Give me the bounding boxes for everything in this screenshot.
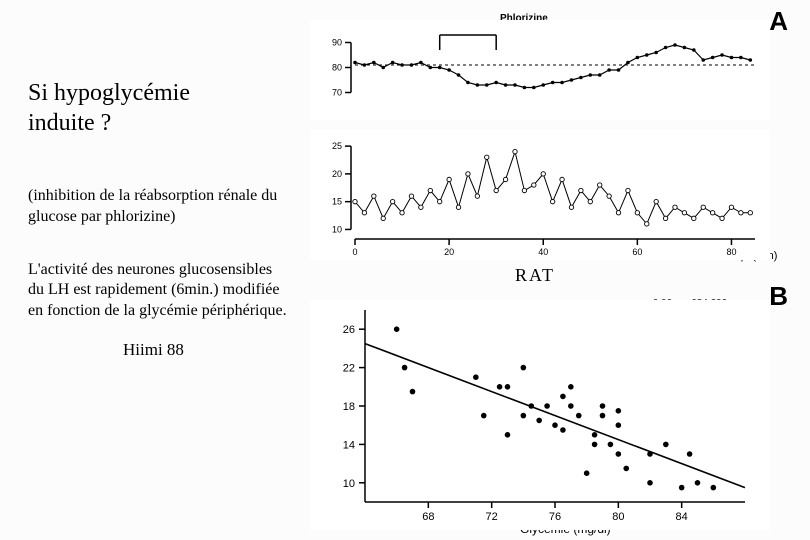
svg-text:14: 14 [343, 439, 355, 451]
slide-title: Si hypoglycémie induite ? [28, 78, 288, 138]
svg-text:15: 15 [332, 197, 342, 207]
svg-text:26: 26 [343, 324, 355, 336]
panel-a-label: A [769, 6, 788, 37]
paragraph-2: L'activité des neurones glucosensibles d… [28, 260, 288, 322]
svg-text:40: 40 [538, 247, 548, 257]
svg-text:68: 68 [422, 511, 434, 523]
svg-text:10: 10 [332, 224, 342, 234]
svg-text:80: 80 [612, 511, 624, 523]
svg-text:10: 10 [343, 478, 355, 490]
title-line-1: Si hypoglycémie [28, 80, 190, 106]
svg-text:80: 80 [332, 63, 342, 73]
svg-text:84: 84 [676, 511, 688, 523]
svg-text:72: 72 [486, 511, 498, 523]
svg-text:22: 22 [343, 363, 355, 375]
panel-b-label: B [769, 281, 788, 312]
citation: Hiimi 88 [123, 340, 288, 360]
svg-text:18: 18 [343, 401, 355, 413]
chart-b-scatter: 10 14 18 22 26 68 72 76 80 84 [310, 300, 770, 530]
svg-text:80: 80 [726, 247, 736, 257]
svg-text:0: 0 [352, 247, 357, 257]
svg-text:90: 90 [332, 38, 342, 48]
svg-text:76: 76 [549, 511, 561, 523]
rat-label: RAT [515, 265, 555, 286]
chart-a-impsec: 10 15 20 25 0 20 40 60 80 [310, 130, 770, 260]
svg-text:20: 20 [332, 169, 342, 179]
svg-text:20: 20 [444, 247, 454, 257]
svg-text:60: 60 [632, 247, 642, 257]
paragraph-1: (inhibition de la réabsorption rénale du… [28, 186, 288, 228]
svg-text:70: 70 [332, 88, 342, 98]
chart-a-glycemie: 70 80 90 [310, 20, 770, 120]
svg-text:25: 25 [332, 141, 342, 151]
title-line-2: induite ? [28, 110, 111, 136]
